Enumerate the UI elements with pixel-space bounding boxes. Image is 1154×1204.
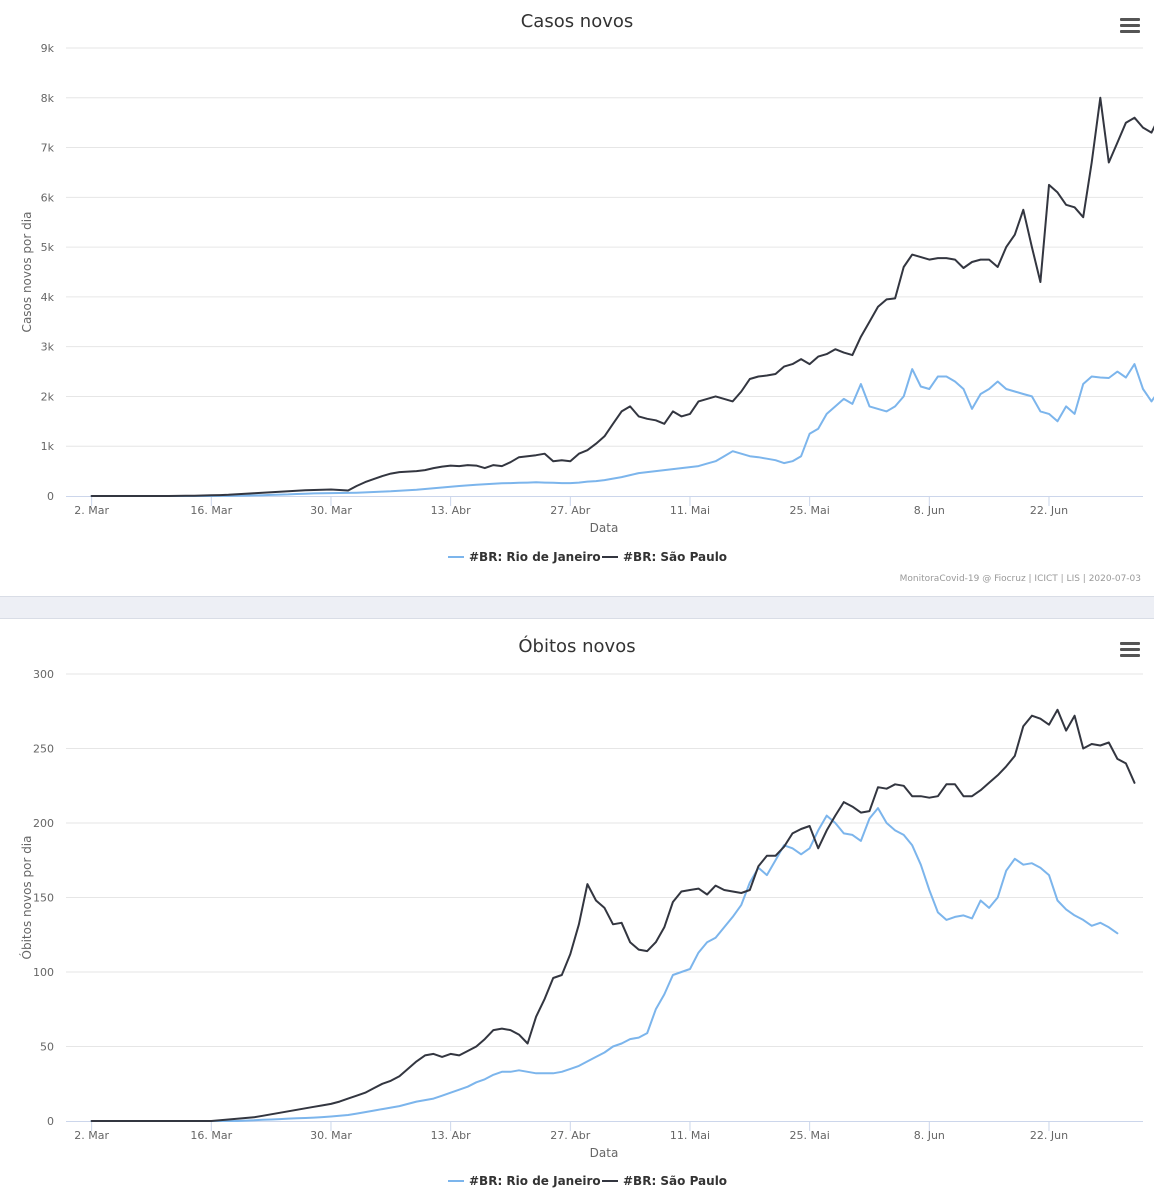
x-tick-label: 22. Jun [1030, 504, 1068, 517]
x-tick-label: 11. Mai [670, 1129, 710, 1142]
y-axis-title: Óbitos novos por dia [19, 836, 34, 960]
y-tick-label: 200 [33, 817, 54, 830]
y-tick-label: 300 [33, 668, 54, 681]
x-tick-label: 27. Abr [550, 1129, 590, 1142]
series-line-rio [90, 363, 1154, 497]
y-tick-label: 50 [40, 1041, 54, 1054]
x-tick-label: 13. Abr [431, 1129, 471, 1142]
x-tick-label: 25. Mai [790, 504, 830, 517]
x-tick-label: 8. Jun [914, 504, 945, 517]
x-tick-label: 30. Mar [310, 504, 352, 517]
hamburger-menu-icon[interactable] [1120, 642, 1140, 658]
y-tick-label: 9k [41, 42, 55, 55]
x-tick-label: 16. Mar [190, 504, 232, 517]
y-tick-label: 7k [41, 142, 55, 155]
chart-panel-obitos: Óbitos novos 0 50 100 150 200 250 300 2. Mar 16. … [0, 619, 1154, 1200]
y-tick-label: 5k [41, 241, 55, 254]
y-tick-label: 4k [41, 291, 55, 304]
y-tick-label: 0 [47, 1115, 54, 1128]
x-tick-label: 22. Jun [1030, 1129, 1068, 1142]
y-tick-label: 100 [33, 966, 54, 979]
legend-item: #BR: Rio de Janeiro [469, 550, 601, 564]
panel-separator [0, 596, 1154, 619]
casos-novos-chart: Casos novos 0 1k 2k 3k 4k 5k 6k 7k 8k 9k 2. Mar 16. … [20, 11, 1154, 584]
y-tick-label: 150 [33, 892, 54, 905]
y-tick-label: 1k [41, 440, 55, 453]
x-axis-title: Data [590, 521, 619, 535]
chart-title: Casos novos [521, 11, 634, 32]
chart-panel-casos: Casos novos 0 1k 2k 3k 4k 5k 6k 7k 8k 9k 2. Mar 16. … [0, 0, 1154, 596]
x-tick-label: 8. Jun [914, 1129, 945, 1142]
y-tick-label: 0 [47, 490, 54, 503]
series-line-rio [90, 807, 1119, 1122]
x-tick-label: 2. Mar [74, 1129, 109, 1142]
x-tick-label: 13. Abr [431, 504, 471, 517]
y-tick-label: 2k [41, 390, 55, 403]
x-tick-label: 11. Mai [670, 504, 710, 517]
legend-item: #BR: São Paulo [623, 1174, 727, 1188]
legend-item: #BR: Rio de Janeiro [469, 1174, 601, 1188]
x-axis-title: Data [590, 1146, 619, 1160]
x-tick-label: 16. Mar [190, 1129, 232, 1142]
y-axis-title: Casos novos por dia [20, 212, 34, 333]
y-tick-label: 3k [41, 341, 55, 354]
x-tick-label: 27. Abr [550, 504, 590, 517]
x-tick-label: 30. Mar [310, 1129, 352, 1142]
obitos-novos-chart: Óbitos novos 0 50 100 150 200 250 300 2. Mar 16. … [19, 635, 1143, 1188]
credits: MonitoraCovid-19 @ Fiocruz | ICICT | LIS… [900, 574, 1141, 584]
legend-item: #BR: São Paulo [623, 550, 727, 564]
series-line-sp [90, 96, 1154, 497]
hamburger-menu-icon[interactable] [1120, 18, 1140, 34]
series-line-sp [90, 708, 1136, 1122]
chart-title: Óbitos novos [518, 635, 635, 657]
y-tick-label: 6k [41, 191, 55, 204]
x-tick-label: 2. Mar [74, 504, 109, 517]
y-tick-label: 8k [41, 92, 55, 105]
x-tick-label: 25. Mai [790, 1129, 830, 1142]
y-tick-label: 250 [33, 743, 54, 756]
